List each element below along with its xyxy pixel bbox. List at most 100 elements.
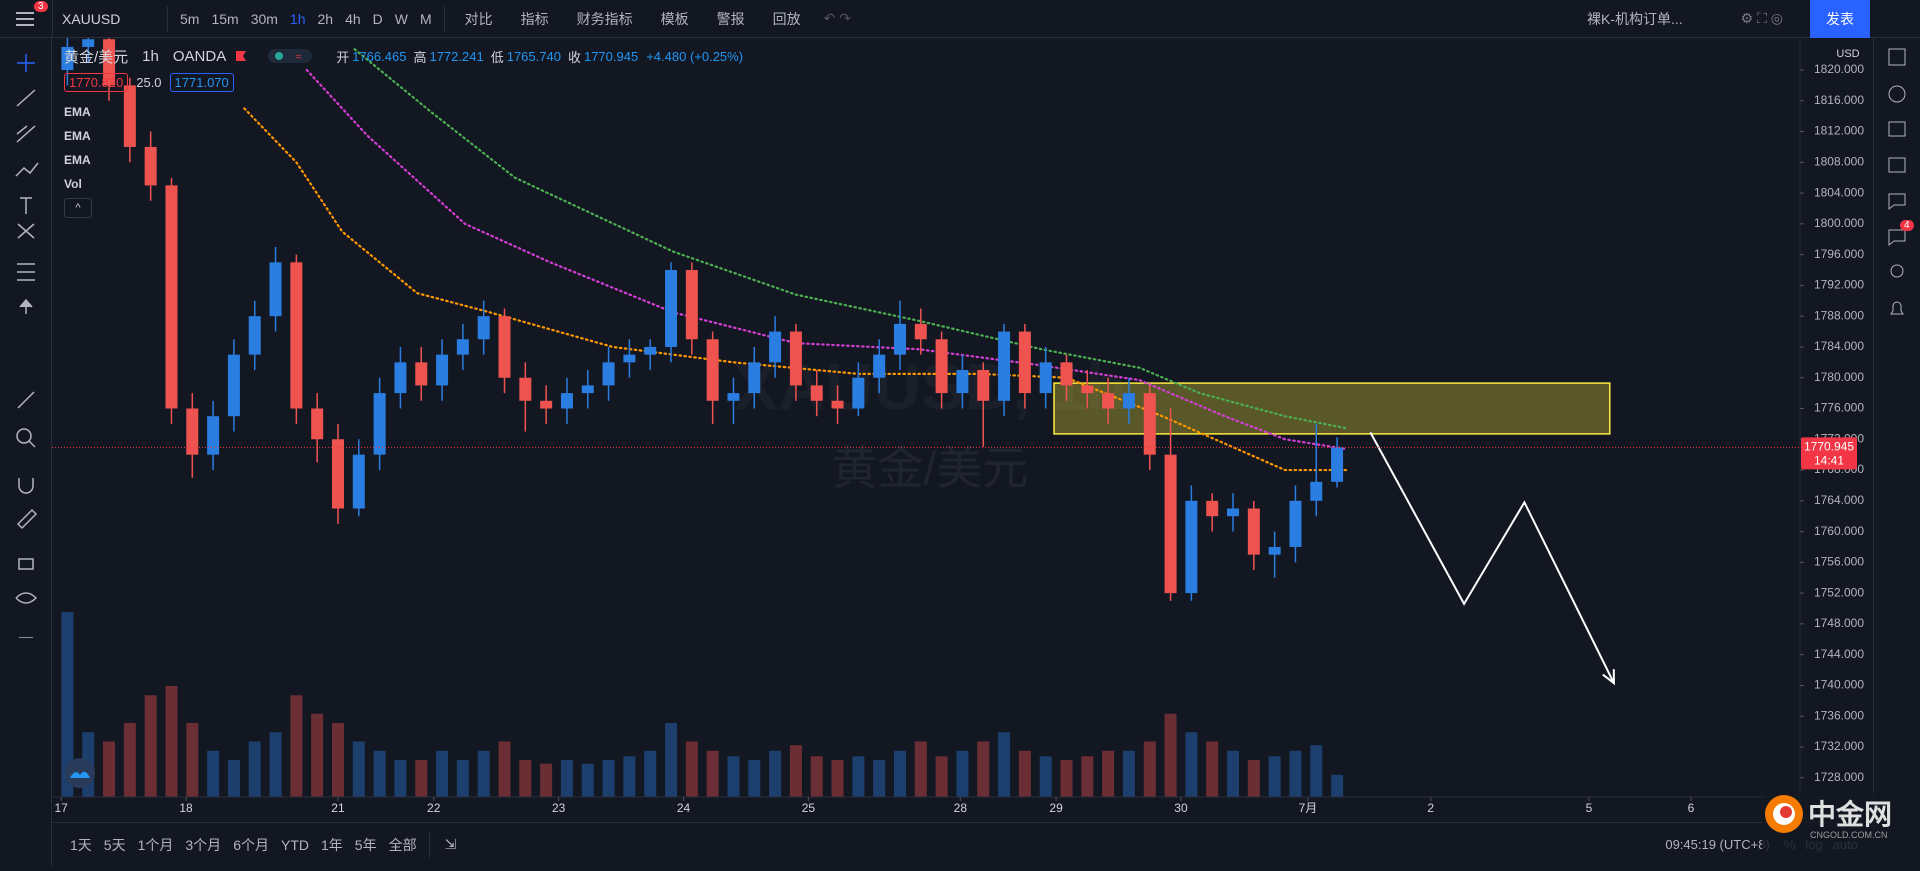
candle-body (477, 316, 490, 340)
alarm-icon[interactable] (1886, 82, 1908, 104)
last-price-label: 1770.945 (1804, 440, 1854, 454)
collapse-button[interactable]: ^ (64, 198, 92, 218)
candle-body (665, 270, 678, 347)
volume-bar (227, 760, 240, 797)
volume-bar (394, 760, 407, 797)
ohlc-value: 1770.945 (583, 48, 639, 64)
candle-body (1143, 393, 1156, 455)
y-tick-label: 1816.000 (1814, 93, 1864, 107)
menu-button[interactable]: 3 (0, 0, 53, 38)
tool-icons[interactable] (0, 38, 52, 653)
range-button[interactable]: 5年 (354, 836, 377, 853)
y-tick-label: 1776.000 (1814, 401, 1864, 415)
layout-name[interactable]: 裸K-机构订单... (1586, 10, 1683, 27)
y-tick-label: 1760.000 (1814, 524, 1864, 538)
candle-body (914, 323, 927, 340)
buy-price[interactable]: 1771.070 (169, 72, 234, 92)
y-tick-label: 1748.000 (1814, 616, 1864, 630)
volume-bar (1018, 750, 1031, 797)
y-tick-label: 1740.000 (1814, 678, 1864, 692)
idea-icon[interactable] (1886, 262, 1908, 284)
volume-bar (186, 723, 199, 797)
goto-date[interactable]: ⇲ (444, 836, 457, 852)
publish-button[interactable]: 发表 (1810, 0, 1870, 38)
symbol[interactable]: XAUUSD (62, 10, 121, 27)
candle-body (1206, 500, 1219, 517)
messages[interactable]: 4 (1874, 220, 1920, 262)
candle-body (456, 339, 469, 355)
undo[interactable]: ↶ ↷ (823, 10, 852, 26)
volume-bar (1268, 756, 1281, 797)
volume-bar (665, 723, 678, 797)
candle-body (1268, 546, 1281, 555)
x-tick-label: 6 (1688, 801, 1695, 815)
separator (443, 5, 445, 32)
volume-bar (748, 760, 761, 797)
volume-bar (998, 732, 1011, 797)
sell-price[interactable]: 1770.820 (64, 72, 129, 92)
range-button[interactable]: 全部 (388, 836, 417, 853)
candle-body (498, 316, 511, 378)
y-tick-label: 1792.000 (1814, 278, 1864, 292)
toolbar-button[interactable]: 模板 (660, 10, 689, 27)
interval-button[interactable]: M (420, 10, 432, 27)
range-button[interactable]: YTD (280, 836, 309, 853)
volume-bar (1206, 741, 1219, 797)
volume-bar (436, 750, 449, 797)
currency: USD (1836, 48, 1859, 60)
chat-icon[interactable] (1886, 190, 1908, 212)
interval-button[interactable]: 4h (345, 10, 361, 27)
range-button[interactable]: 5天 (103, 836, 126, 853)
candle-body (1185, 500, 1198, 594)
candle-body (581, 385, 594, 394)
toolbar-button[interactable]: 对比 (464, 10, 493, 27)
candle-body (352, 454, 365, 509)
volume-bar (873, 760, 886, 797)
toolbar-button[interactable]: 财务指标 (576, 10, 633, 27)
range-button[interactable]: 1天 (70, 836, 92, 853)
y-tick-label: 1736.000 (1814, 708, 1864, 722)
candle-body (103, 39, 116, 86)
y-tick-label: 1780.000 (1814, 370, 1864, 384)
y-tick-label: 1820.000 (1814, 62, 1864, 76)
volume-bar (248, 741, 261, 797)
interval-button[interactable]: 5m (180, 10, 200, 27)
x-tick-label: 7月 (1299, 801, 1318, 815)
bell-icon[interactable] (1886, 298, 1908, 320)
toolbar-button[interactable]: 回放 (772, 10, 801, 27)
ema-line (353, 48, 1349, 430)
interval-button[interactable]: 30m (250, 10, 278, 27)
y-tick-label: 1788.000 (1814, 308, 1864, 322)
toolbar-button[interactable]: 指标 (520, 10, 549, 27)
candle-body (998, 331, 1011, 401)
news-icon[interactable] (1886, 118, 1908, 140)
watchlist-icon[interactable] (1886, 46, 1908, 68)
candle-body (560, 393, 573, 409)
interval-button[interactable]: D (372, 10, 383, 27)
range-button[interactable]: 3个月 (185, 836, 222, 853)
y-tick-label: 1752.000 (1814, 585, 1864, 599)
range-button[interactable]: 6个月 (233, 836, 269, 853)
settings[interactable]: ⚙ ⛶ ◎ (1740, 10, 1783, 26)
volume-bar (1227, 750, 1240, 797)
calendar-icon[interactable] (1886, 154, 1908, 176)
volume-bar (498, 741, 511, 797)
interval-button[interactable]: 15m (211, 10, 239, 27)
interval-button[interactable]: 2h (317, 10, 334, 27)
volume-bar (727, 756, 740, 797)
candle-body (311, 408, 324, 440)
candle-body (873, 354, 886, 378)
candle-body (1102, 393, 1115, 409)
toolbar-button[interactable]: 警报 (716, 10, 745, 27)
candle-body (61, 46, 74, 71)
y-tick-label: 1756.000 (1814, 555, 1864, 569)
watermark: 黄金/美元 (832, 442, 1029, 494)
candle-body (207, 416, 220, 455)
candle-body (602, 362, 615, 386)
interval-button[interactable]: 1h (289, 10, 306, 27)
y-tick-label: 1808.000 (1814, 154, 1864, 168)
flag-icon (236, 51, 247, 61)
interval-button[interactable]: W (394, 10, 408, 27)
range-button[interactable]: 1个月 (137, 836, 174, 853)
range-button[interactable]: 1年 (320, 836, 343, 853)
